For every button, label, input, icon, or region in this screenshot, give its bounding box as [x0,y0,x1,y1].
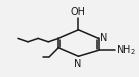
Text: OH: OH [71,7,86,17]
Text: N: N [74,59,81,69]
Text: N: N [100,33,108,43]
Text: NH$_2$: NH$_2$ [116,43,136,57]
